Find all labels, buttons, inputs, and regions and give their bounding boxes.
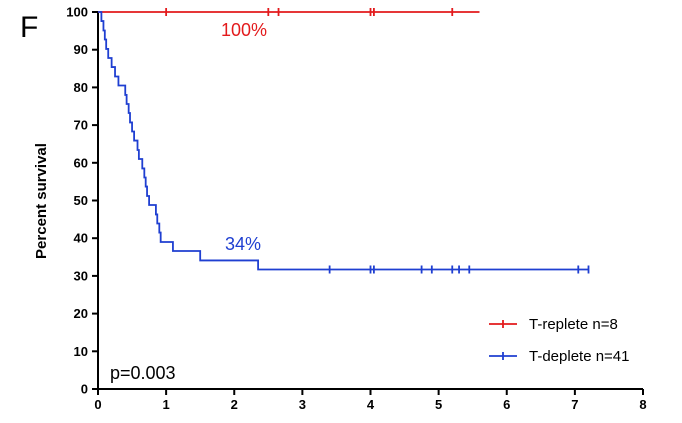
legend-label-replete: T-replete n=8 [529,316,618,333]
y-tick-label: 10 [74,344,88,359]
x-tick-label: 2 [231,397,238,412]
x-tick-label: 4 [367,397,375,412]
x-tick-label: 1 [163,397,170,412]
y-tick-label: 40 [74,231,88,246]
legend-item-replete: T-replete n=8 [489,316,618,333]
x-tick-label: 3 [299,397,306,412]
y-axis-title: Percent survival [33,143,50,259]
replete-annotation: 100% [221,20,267,40]
x-tick-label: 7 [571,397,578,412]
y-tick-label: 0 [81,382,88,397]
y-tick-label: 60 [74,155,88,170]
series-line-deplete [98,11,589,271]
y-tick-label: 90 [74,42,88,57]
y-tick-label: 50 [74,193,88,208]
x-axis: 0 1 2 3 4 5 6 7 8 [94,388,647,412]
x-tick-label: 6 [503,397,510,412]
x-tick-label: 0 [94,397,101,412]
x-tick-label: 5 [435,397,442,412]
y-tick-label: 30 [74,268,88,283]
x-tick-label: 8 [639,397,646,412]
y-axis: 0 10 20 30 40 50 60 70 80 90 100 [66,5,99,397]
y-tick-label: 20 [74,306,88,321]
y-tick-label: 100 [66,5,88,20]
series-layer [98,8,590,274]
legend: T-replete n=8 T-deplete n=41 [489,316,630,365]
legend-item-deplete: T-deplete n=41 [489,348,630,365]
y-tick-label: 80 [74,80,88,95]
legend-label-deplete: T-deplete n=41 [529,348,630,365]
panel-label: F [20,11,38,44]
y-tick-label: 70 [74,118,88,133]
deplete-annotation: 34% [225,234,261,254]
p-value-label: p=0.003 [110,363,176,383]
